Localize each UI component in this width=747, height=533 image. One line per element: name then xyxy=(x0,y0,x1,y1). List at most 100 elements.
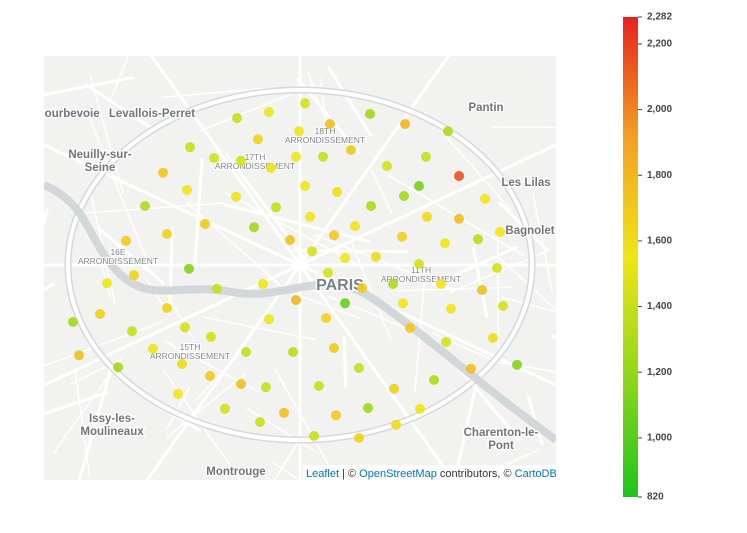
place-label: Pantin xyxy=(468,102,503,114)
place-label: Montrouge xyxy=(206,466,265,478)
street xyxy=(202,316,317,341)
place-label: Les Lilas xyxy=(501,177,550,189)
point xyxy=(446,303,456,314)
point xyxy=(512,359,522,370)
attribution-link[interactable]: CartoDB xyxy=(515,468,557,480)
place-label: Charenton-le- xyxy=(464,427,539,439)
point xyxy=(397,231,407,242)
point xyxy=(261,382,271,393)
point xyxy=(294,126,304,137)
point xyxy=(264,107,274,117)
point xyxy=(366,201,376,211)
street xyxy=(108,56,129,104)
point xyxy=(332,187,342,197)
point xyxy=(329,343,339,353)
street xyxy=(70,364,110,386)
colorbar-tick-label: 1,400 xyxy=(647,301,672,312)
streets xyxy=(44,56,556,480)
point xyxy=(473,234,483,245)
point xyxy=(454,213,464,224)
point xyxy=(129,270,139,281)
street xyxy=(550,334,556,340)
attribution-link[interactable]: Leaflet xyxy=(306,468,339,480)
point xyxy=(121,235,131,246)
point xyxy=(180,322,190,333)
avenue xyxy=(145,264,302,480)
street xyxy=(491,126,556,129)
colorbar-tick-label: 1,000 xyxy=(647,433,672,444)
point xyxy=(422,211,432,222)
point xyxy=(389,383,399,394)
street xyxy=(342,336,348,388)
place-label: Neuilly-sur- xyxy=(68,149,131,161)
avenue xyxy=(44,263,301,387)
point xyxy=(140,201,150,211)
point xyxy=(95,309,105,319)
street xyxy=(44,75,135,97)
street xyxy=(396,286,513,292)
point xyxy=(300,181,310,191)
point xyxy=(480,193,490,204)
point xyxy=(102,278,112,289)
point xyxy=(329,230,339,241)
point xyxy=(258,279,268,289)
point xyxy=(331,410,341,421)
point xyxy=(466,363,476,374)
colorbar-bar xyxy=(623,17,638,497)
river xyxy=(44,181,556,444)
place-label: Courbevoie xyxy=(36,108,99,120)
street xyxy=(166,373,245,439)
point xyxy=(74,350,84,361)
place-labels: Courbevoie Levallois-Perret Neuilly-sur-Se… xyxy=(36,101,556,480)
colorbar-tick-label: 2,200 xyxy=(647,39,672,50)
point xyxy=(488,333,498,343)
street xyxy=(501,296,556,313)
point xyxy=(68,317,78,327)
point xyxy=(441,337,451,347)
street xyxy=(193,158,204,268)
attribution-text: contributors, © xyxy=(437,468,515,480)
point xyxy=(498,301,508,311)
point xyxy=(249,222,259,233)
point xyxy=(232,113,242,123)
colorbar-tick-label: 1,800 xyxy=(647,170,672,181)
point xyxy=(400,119,410,129)
point xyxy=(148,343,158,354)
point xyxy=(177,359,187,369)
point xyxy=(443,126,453,137)
street xyxy=(532,193,553,292)
place-label: ARRONDISSEMENT xyxy=(78,256,158,266)
place-label: Pont xyxy=(488,440,514,452)
point xyxy=(206,331,216,342)
point xyxy=(495,227,505,237)
point xyxy=(307,246,317,257)
colorbar-tick-label: 1,200 xyxy=(647,367,672,378)
street xyxy=(370,169,393,215)
point xyxy=(477,285,487,295)
colorbar-tick-label: 2,282 xyxy=(647,12,672,23)
place-label: ARRONDISSEMENT xyxy=(285,135,365,145)
point xyxy=(162,229,172,239)
point xyxy=(382,161,392,171)
point xyxy=(350,221,360,231)
street xyxy=(85,83,152,129)
street xyxy=(350,242,392,340)
point xyxy=(436,279,446,289)
street xyxy=(471,246,489,318)
street xyxy=(87,115,146,256)
place-label: Bagnolet xyxy=(505,225,554,237)
point xyxy=(415,403,425,414)
place-label: ARRONDISSEMENT xyxy=(215,161,295,171)
point xyxy=(184,263,194,274)
point xyxy=(454,171,464,181)
point xyxy=(205,371,215,381)
street xyxy=(496,232,500,357)
point xyxy=(388,279,398,289)
avenue xyxy=(298,264,455,480)
street xyxy=(86,202,225,214)
street xyxy=(246,407,316,452)
point xyxy=(127,326,137,337)
point xyxy=(162,303,172,313)
point xyxy=(291,151,301,162)
attribution-link[interactable]: OpenStreetMap xyxy=(359,468,437,480)
